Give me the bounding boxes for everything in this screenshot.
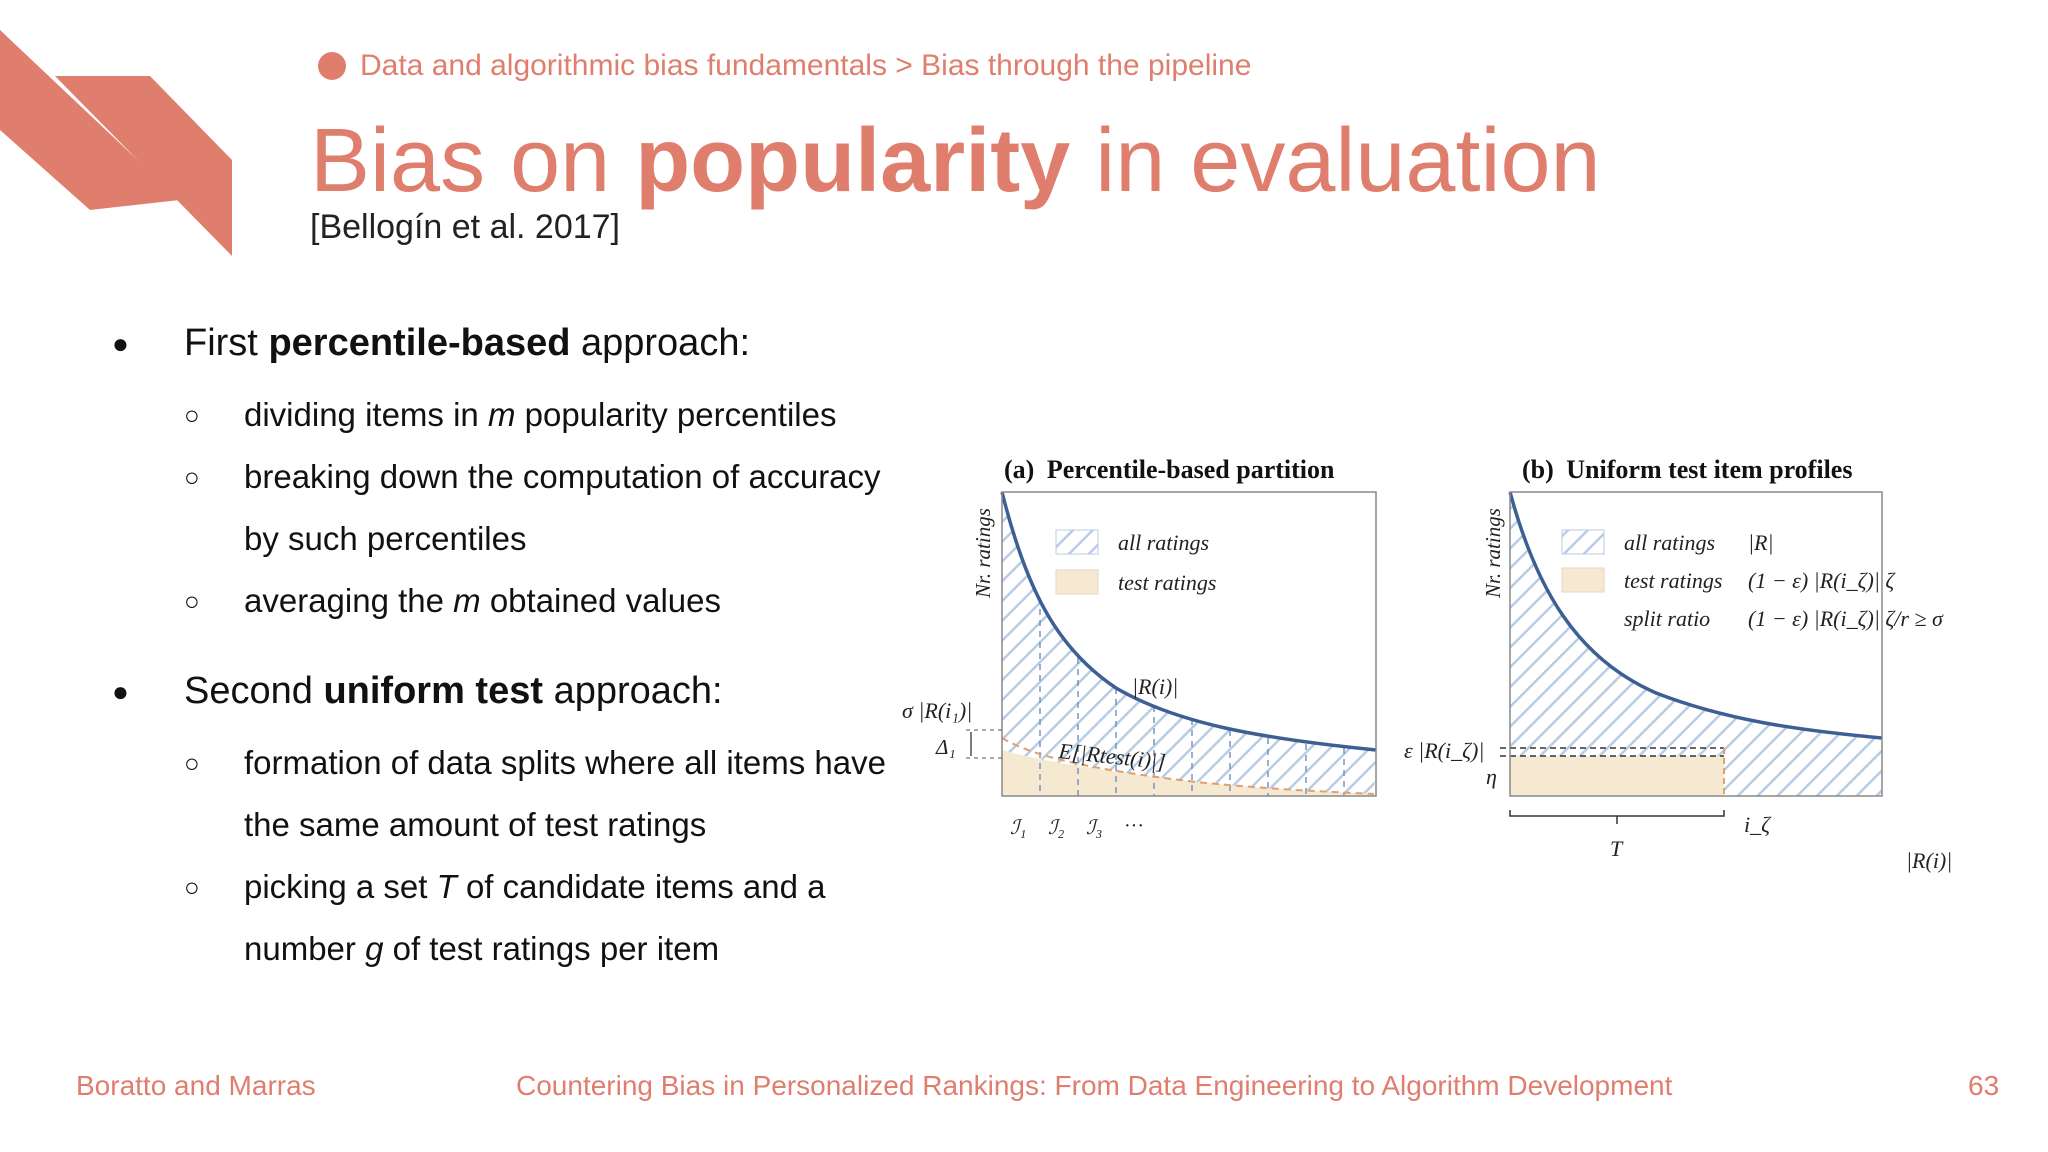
panel-a-frame — [1001, 491, 1377, 797]
panel-b-all-ratings-area — [1510, 492, 1882, 796]
panel-a-all-ratings-area — [1002, 492, 1376, 796]
panel-b-legend-test-formula: (1 − ε) |R(i_ζ)| ζ — [1748, 568, 1896, 593]
sub-bullet-2-2: ○ picking a set T of candidate items and … — [184, 868, 826, 905]
panel-a-legend-all-swatch — [1055, 529, 1099, 555]
panel-b-eps-label: ε |R(i_ζ)| — [1404, 738, 1484, 763]
panel-a-curve-label: |R(i)| — [1132, 674, 1178, 699]
percentile-2-label: ℐ₂ — [1048, 817, 1064, 839]
panel-b-legend-split-formula: (1 − ε) |R(i_ζ)| ζ/r ≥ σ — [1748, 606, 1944, 631]
title-part1: Bias on — [310, 111, 636, 211]
citation: [Bellogín et al. 2017] — [310, 208, 621, 246]
sub-bullet-2-2-cont: number g of test ratings per item — [244, 930, 720, 967]
panel-b-izeta-label: i_ζ — [1744, 812, 1772, 837]
sub-bullet-1-1: ○ dividing items in m popularity percenti… — [184, 396, 837, 433]
percentile-1-label: ℐ₁ — [1010, 817, 1026, 839]
panel-b-frame — [1509, 491, 1883, 797]
slide-title: Bias on popularity in evaluation — [310, 106, 1601, 216]
breadcrumb: Data and algorithmic bias fundamentals >… — [318, 48, 1251, 84]
panel-b-T-brace — [1509, 810, 1725, 824]
sub-bullet-1-2: ○ breaking down the computation of accura… — [184, 458, 881, 495]
panel-a-curve — [1000, 491, 1377, 752]
breadcrumb-text: Data and algorithmic bias fundamentals >… — [360, 49, 1252, 82]
sub-bullet-2-1: ○ formation of data splits where all item… — [184, 744, 886, 781]
sub-bullet-1-3: ○ averaging the m obtained values — [184, 582, 722, 619]
panel-b: (b) Uniform test item profiles Nr. ratin… — [1404, 455, 1952, 873]
breadcrumb-dot-icon — [318, 52, 346, 80]
panel-b-ylabel: Nr. ratings — [1481, 508, 1505, 599]
footer-authors: Boratto and Marras — [76, 1070, 316, 1101]
percentile-more-label: ··· — [1124, 815, 1144, 837]
figure: (a) Percentile-based partition Nr. ratin… — [902, 455, 1952, 873]
panel-a-percentile-lines — [1039, 598, 1345, 796]
footer-talk-title: Countering Bias in Personalized Rankings… — [516, 1070, 1673, 1101]
title-bold: popularity — [635, 111, 1071, 211]
panel-b-title: (b) Uniform test item profiles — [1522, 455, 1852, 484]
panel-a-delta-label: Δ₁ — [935, 735, 956, 759]
panel-a-ylabel: Nr. ratings — [971, 508, 995, 599]
panel-b-legend-all: all ratings — [1624, 530, 1715, 555]
panel-b-eta-label: η — [1486, 764, 1497, 789]
panel-a-test-ratings-area — [1002, 750, 1374, 796]
panel-a-legend-test-swatch — [1055, 569, 1099, 595]
panel-b-xlabel: |R(i)| — [1906, 848, 1952, 873]
panel-b-curve — [1508, 491, 1883, 740]
sub-bullet-1-2-cont: by such percentiles — [244, 520, 527, 557]
panel-b-legend-test: test ratings — [1624, 568, 1722, 593]
panel-b-test-ratings-area — [1510, 756, 1724, 796]
title-part2: in evaluation — [1070, 111, 1601, 211]
panel-a: (a) Percentile-based partition Nr. ratin… — [902, 455, 1377, 839]
panel-b-legend-all-formula: |R| — [1748, 530, 1774, 555]
panel-b-legend-all-swatch — [1561, 529, 1605, 555]
panel-a-legend-all: all ratings — [1118, 530, 1209, 555]
panel-a-sigma-label: σ |R(i₁)| — [902, 698, 972, 723]
sub-bullet-2-1-cont: the same amount of test ratings — [244, 806, 707, 843]
panel-a-test-curve — [1001, 737, 1375, 795]
panel-b-legend-split: split ratio — [1624, 606, 1710, 631]
panel-a-title: (a) Percentile-based partition — [1004, 455, 1335, 484]
bullet-1: ● First percentile-based approach: — [112, 322, 751, 364]
panel-a-legend-test: test ratings — [1118, 570, 1216, 595]
percentile-3-label: ℐ₃ — [1086, 817, 1102, 839]
panel-b-legend-test-swatch — [1561, 567, 1605, 593]
page-number: 63 — [1968, 1070, 2000, 1101]
corner-logo — [0, 30, 232, 256]
bullet-2: ● Second uniform test approach: — [112, 670, 723, 712]
panel-b-T-label: T — [1610, 836, 1624, 861]
